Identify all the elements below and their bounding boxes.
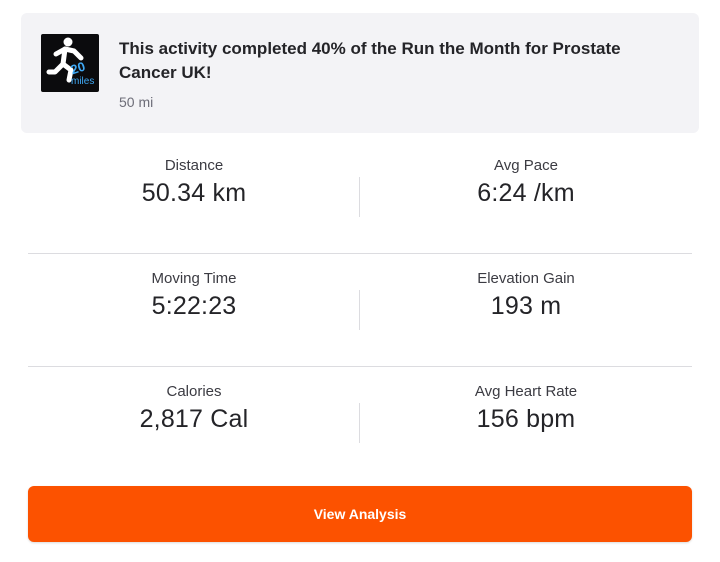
stat-value: 5:22:23 — [151, 292, 237, 320]
stat-label: Calories — [166, 383, 222, 400]
stat-label: Elevation Gain — [477, 270, 575, 287]
stat-value: 193 m — [490, 292, 562, 320]
stat-moving-time: Moving Time 5:22:23 — [28, 254, 360, 367]
row-divider — [28, 253, 692, 254]
challenge-badge: 20 miles — [41, 34, 99, 92]
stat-label: Distance — [164, 157, 224, 174]
runner-icon — [46, 37, 84, 83]
stat-label: Moving Time — [151, 270, 237, 287]
row-divider — [28, 366, 692, 367]
challenge-title: This activity completed 40% of the Run t… — [119, 39, 621, 82]
stat-label: Avg Heart Rate — [474, 383, 578, 400]
stat-label: Avg Pace — [494, 157, 558, 174]
stat-distance: Distance 50.34 km — [28, 141, 360, 254]
stat-value: 50.34 km — [141, 179, 247, 207]
view-analysis-button[interactable]: View Analysis — [28, 486, 692, 542]
stat-avg-pace: Avg Pace 6:24 /km — [360, 141, 692, 254]
challenge-subtitle: 50 mi — [119, 94, 154, 110]
column-divider — [359, 403, 360, 443]
stats-row: Calories 2,817 Cal Avg Heart Rate 156 bp… — [28, 367, 692, 480]
stats-row: Distance 50.34 km Avg Pace 6:24 /km — [28, 141, 692, 254]
stats-row: Moving Time 5:22:23 Elevation Gain 193 m — [28, 254, 692, 367]
stat-elevation-gain: Elevation Gain 193 m — [360, 254, 692, 367]
stat-value: 2,817 Cal — [139, 405, 249, 433]
stat-value: 156 bpm — [476, 405, 576, 433]
badge-unit: miles — [71, 76, 95, 87]
challenge-card[interactable]: 20 miles This activity completed 40% of … — [21, 13, 699, 133]
column-divider — [359, 177, 360, 217]
stat-value: 6:24 /km — [477, 179, 575, 207]
stat-avg-heart-rate: Avg Heart Rate 156 bpm — [360, 367, 692, 480]
stat-calories: Calories 2,817 Cal — [28, 367, 360, 480]
column-divider — [359, 290, 360, 330]
